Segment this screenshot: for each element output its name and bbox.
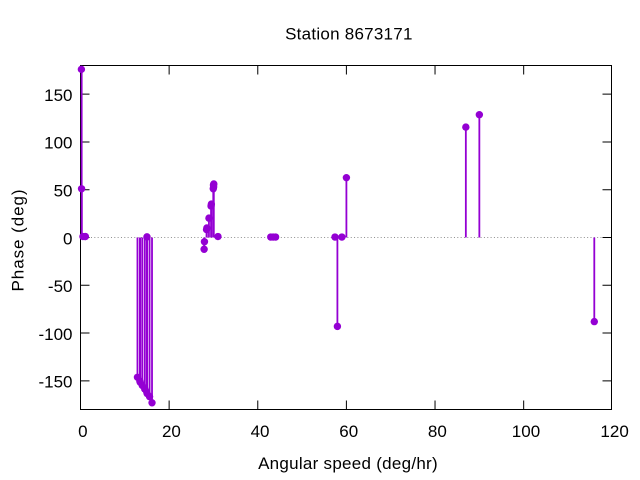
svg-text:100: 100 [44, 134, 72, 153]
svg-text:50: 50 [54, 182, 73, 201]
svg-text:80: 80 [428, 422, 447, 441]
svg-text:150: 150 [44, 86, 72, 105]
svg-text:0: 0 [63, 229, 72, 248]
svg-text:-50: -50 [48, 277, 73, 296]
svg-text:20: 20 [162, 422, 181, 441]
svg-text:60: 60 [339, 422, 358, 441]
svg-text:Angular speed (deg/hr): Angular speed (deg/hr) [258, 454, 438, 473]
svg-text:120: 120 [600, 422, 628, 441]
svg-text:-150: -150 [38, 373, 72, 392]
svg-text:-100: -100 [38, 325, 72, 344]
svg-text:40: 40 [251, 422, 270, 441]
svg-text:100: 100 [512, 422, 540, 441]
svg-text:Station 8673171: Station 8673171 [285, 25, 413, 44]
svg-text:Phase (deg): Phase (deg) [9, 189, 28, 292]
svg-text:0: 0 [78, 422, 87, 441]
